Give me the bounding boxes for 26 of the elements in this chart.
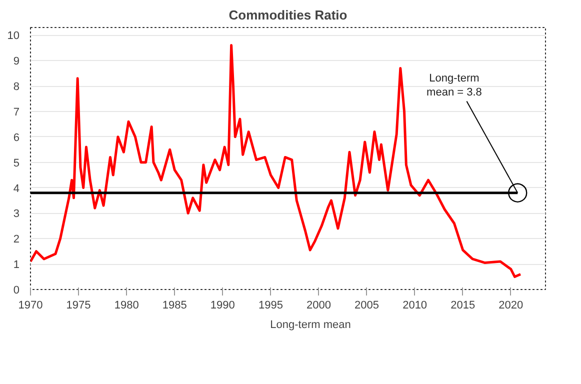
y-tick-label: 8 — [13, 81, 20, 94]
y-tick-label: 4 — [13, 182, 20, 195]
x-tick-label: 1980 — [114, 300, 139, 312]
y-tick-label: 2 — [13, 234, 20, 246]
y-tick-label: 1 — [13, 259, 20, 272]
x-tick-label: 2020 — [498, 300, 524, 312]
text: Long-term mean — [270, 319, 351, 331]
line-series — [30, 44, 522, 278]
y-tick-label: 5 — [13, 157, 20, 170]
x-tick-label: 1985 — [162, 300, 187, 312]
y-tick-label: 7 — [13, 106, 20, 118]
x-tick-label: 1990 — [210, 300, 235, 312]
y-tick-label: 9 — [13, 56, 20, 68]
x-tick-label: 1995 — [258, 300, 283, 312]
x-tick-label: 2015 — [450, 300, 476, 312]
x-tick-label: 1970 — [18, 300, 43, 312]
y-tick-label: 3 — [13, 208, 20, 220]
y-tick-label: 0 — [13, 284, 20, 296]
y-tick-label: 10 — [7, 30, 20, 42]
chart-title: Commodities Ratio — [228, 8, 348, 22]
x-tick-label: 2010 — [402, 300, 428, 312]
y-tick-label: 6 — [13, 132, 20, 144]
x-tick-label: 2005 — [354, 300, 380, 312]
x-tick-label: 2000 — [306, 300, 331, 312]
x-tick-label: 1975 — [66, 300, 91, 312]
annotation: Long-term mean = 3.8 — [426, 72, 482, 99]
